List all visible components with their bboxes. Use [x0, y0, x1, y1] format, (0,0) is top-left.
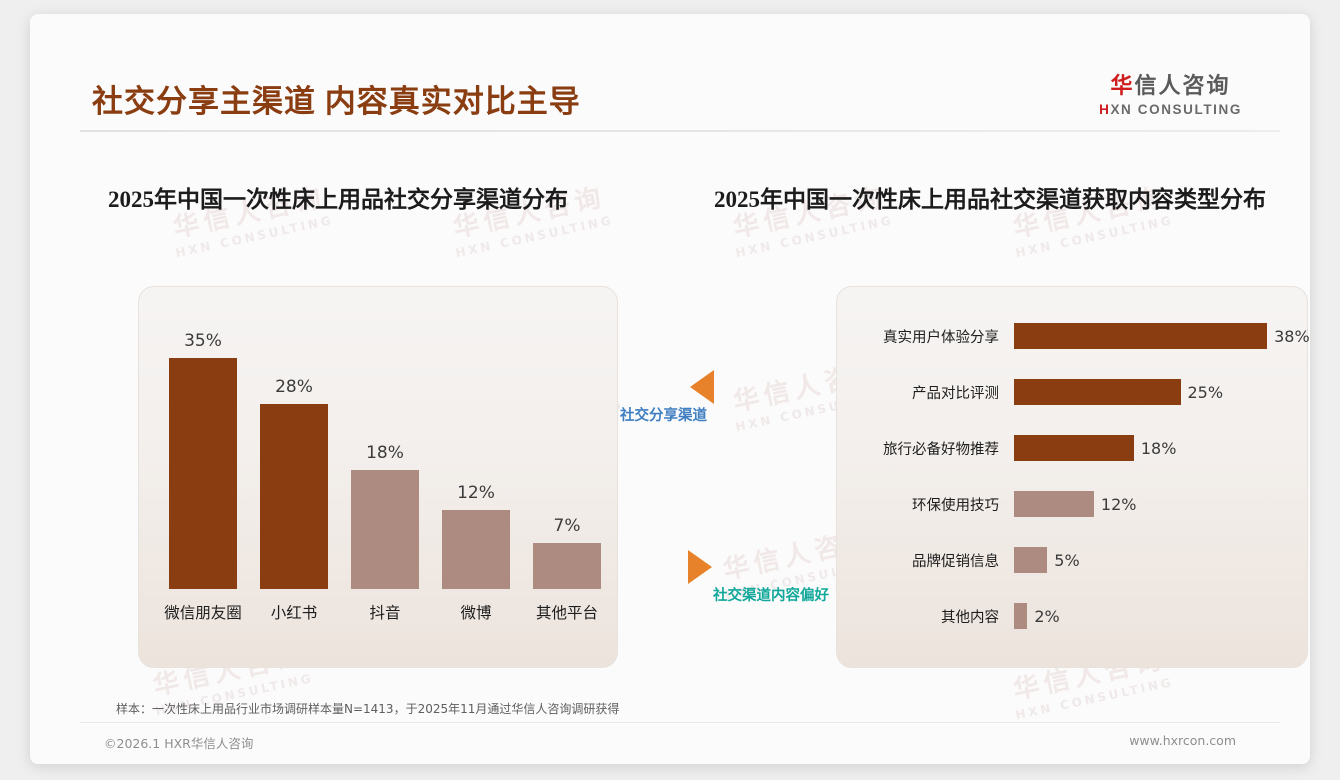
- bar-category-label: 微信朋友圈: [164, 604, 242, 622]
- social-share-channel-label: 社交分享渠道: [620, 408, 707, 424]
- bar-category-label: 其他平台: [535, 604, 598, 622]
- bar-category-label: 抖音: [369, 604, 401, 622]
- triangle-left-icon: [690, 370, 714, 404]
- bar-category-label: 微博: [460, 604, 492, 622]
- logo-en-rest: XN CONSULTING: [1110, 102, 1242, 117]
- bar-row[interactable]: 产品对比评测 25%: [837, 375, 1307, 409]
- bar-category-label: 真实用户体验分享: [883, 329, 999, 346]
- bar-value-label: 7%: [553, 515, 581, 536]
- footer-divider: [80, 722, 1280, 723]
- bar-group[interactable]: 28% 小红书: [260, 377, 328, 622]
- bar-row[interactable]: 环保使用技巧 12%: [837, 487, 1307, 521]
- bar-value-label: 18%: [366, 443, 404, 464]
- bar[interactable]: [351, 470, 419, 589]
- watermark-en: HXN CONSULTING: [1014, 674, 1175, 723]
- header-divider: [80, 130, 1280, 132]
- bar[interactable]: [1014, 379, 1181, 405]
- bar-group[interactable]: 35% 微信朋友圈: [164, 331, 242, 622]
- watermark-en: HXN CONSULTING: [734, 212, 895, 261]
- bar[interactable]: [1014, 547, 1048, 573]
- page-title: 社交分享主渠道 内容真实对比主导: [92, 84, 581, 119]
- sample-note: 样本：一次性床上用品行业市场调研样本量N=1413，于2025年11月通过华信人…: [116, 702, 620, 716]
- copyright-text: ©2026.1 HXR华信人咨询: [104, 736, 254, 751]
- right-chart-title: 2025年中国一次性床上用品社交渠道获取内容类型分布: [714, 187, 1266, 212]
- left-annotation-label: 社交分享渠道: [620, 404, 707, 425]
- bar-category-label: 品牌促销信息: [912, 553, 999, 570]
- bar-row[interactable]: 品牌促销信息 5%: [837, 543, 1307, 577]
- bar-group[interactable]: 7% 其他平台: [533, 516, 601, 622]
- watermark-en: HXN CONSULTING: [174, 212, 335, 261]
- logo-chinese-text: 华信人咨询: [1099, 68, 1242, 100]
- slide-header: 社交分享主渠道 内容真实对比主导 华信人咨询 HXN CONSULTING: [30, 14, 1310, 132]
- bar[interactable]: [1014, 323, 1268, 349]
- bar[interactable]: [1014, 491, 1094, 517]
- bar-value-label: 28%: [275, 377, 313, 398]
- bar-value-label: 5%: [1054, 550, 1080, 570]
- logo-cn-rest: 信人咨询: [1134, 74, 1231, 99]
- bar-group[interactable]: 18% 抖音: [351, 443, 419, 622]
- website-url[interactable]: www.hxrcon.com: [1129, 733, 1236, 748]
- company-logo: 华信人咨询 HXN CONSULTING: [1099, 68, 1242, 117]
- bar[interactable]: [260, 404, 328, 589]
- slide: 社交分享主渠道 内容真实对比主导 华信人咨询 HXN CONSULTING 华信…: [30, 14, 1310, 764]
- vertical-bar-chart: 35% 微信朋友圈 28% 小红书 18% 抖音 12% 微博 7% 其他平台: [139, 287, 617, 667]
- bar[interactable]: [442, 509, 510, 589]
- triangle-right-icon: [688, 550, 712, 584]
- bar-category-label: 其他内容: [941, 609, 999, 626]
- watermark-en: HXN CONSULTING: [1014, 212, 1175, 261]
- logo-en-first-char: H: [1099, 102, 1111, 117]
- bar-value-label: 18%: [1140, 438, 1177, 458]
- watermark-en: HXN CONSULTING: [454, 212, 615, 261]
- left-chart-panel: 35% 微信朋友圈 28% 小红书 18% 抖音 12% 微博 7% 其他平台: [138, 286, 618, 668]
- bar[interactable]: [169, 358, 237, 589]
- bar[interactable]: [533, 542, 601, 589]
- bar[interactable]: [1014, 435, 1134, 461]
- bar-row[interactable]: 旅行必备好物推荐 18%: [837, 431, 1307, 465]
- logo-english-text: HXN CONSULTING: [1099, 102, 1242, 117]
- bar-category-label: 小红书: [270, 604, 318, 622]
- bar-category-label: 产品对比评测: [912, 385, 999, 402]
- bar-value-label: 35%: [184, 331, 222, 351]
- bar-row[interactable]: 真实用户体验分享 38%: [837, 319, 1310, 353]
- bar-value-label: 2%: [1034, 606, 1060, 626]
- content-preference-label: 社交渠道内容偏好: [713, 588, 829, 604]
- bar-value-label: 38%: [1274, 326, 1310, 346]
- logo-cn-first-char: 华: [1110, 74, 1135, 99]
- left-chart-title: 2025年中国一次性床上用品社交分享渠道分布: [108, 187, 568, 212]
- bar[interactable]: [1014, 603, 1028, 629]
- right-chart-panel: 真实用户体验分享 38% 产品对比评测 25% 旅行必备好物推荐 18% 环保使用技巧 12%…: [836, 286, 1310, 668]
- bar-row[interactable]: 其他内容 2%: [837, 599, 1307, 633]
- bar-value-label: 12%: [1100, 494, 1137, 514]
- bar-category-label: 旅行必备好物推荐: [883, 441, 999, 458]
- right-annotation-label: 社交渠道内容偏好: [713, 584, 829, 605]
- bar-category-label: 环保使用技巧: [912, 497, 999, 514]
- bar-value-label: 25%: [1187, 382, 1224, 402]
- bar-value-label: 12%: [457, 482, 495, 503]
- right-annotation-arrow: [688, 550, 712, 584]
- horizontal-bar-chart: 真实用户体验分享 38% 产品对比评测 25% 旅行必备好物推荐 18% 环保使用技巧 12%…: [837, 287, 1310, 667]
- bar-group[interactable]: 12% 微博: [442, 483, 510, 622]
- left-annotation-arrow: [690, 370, 714, 404]
